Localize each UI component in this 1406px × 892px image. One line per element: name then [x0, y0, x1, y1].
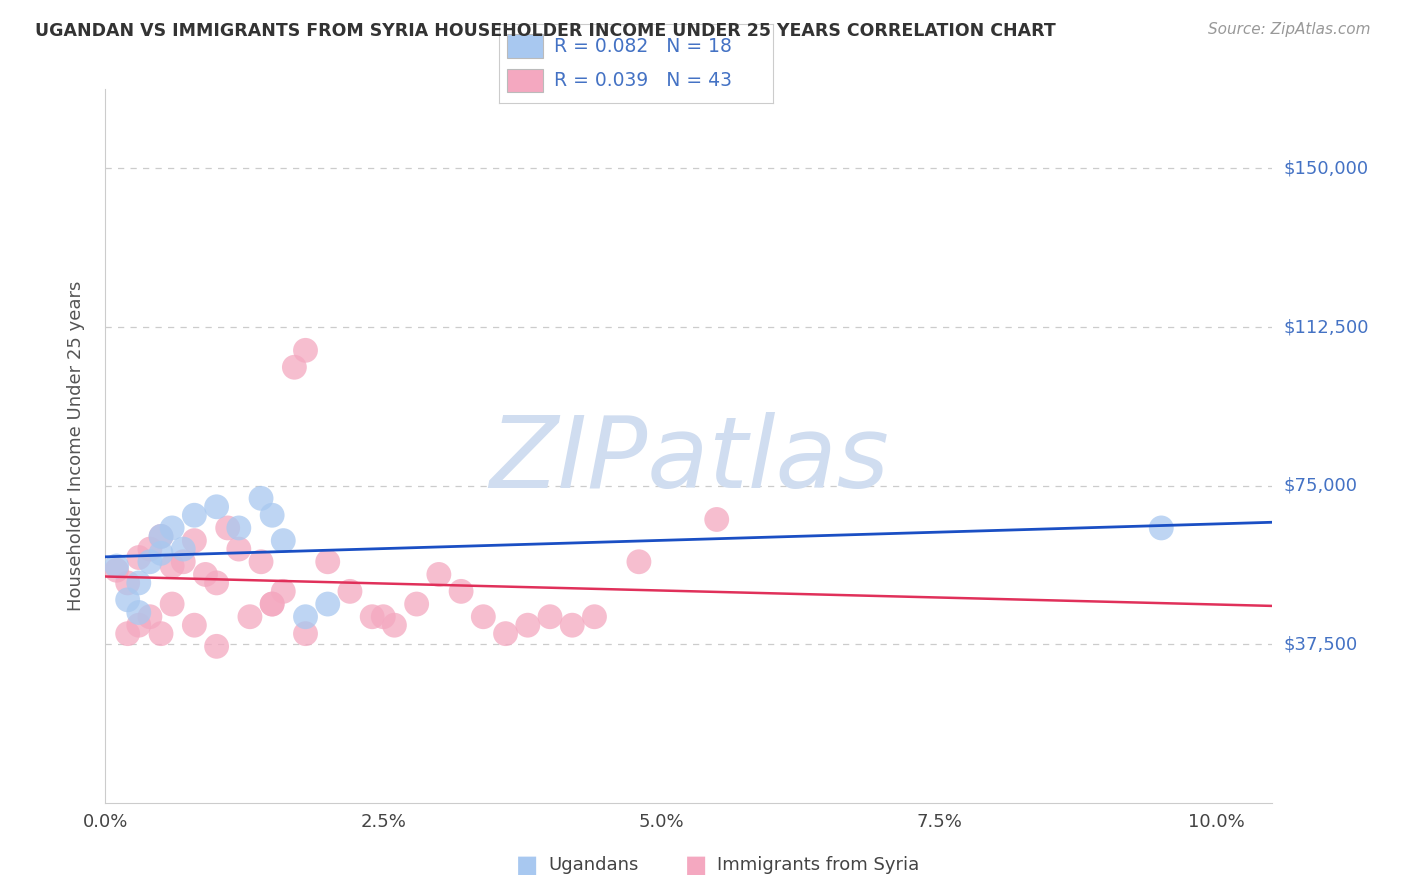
FancyBboxPatch shape	[508, 34, 543, 58]
Point	[706, 512, 728, 526]
Point	[294, 626, 316, 640]
Point	[128, 575, 150, 590]
Point	[373, 609, 395, 624]
Point	[205, 640, 228, 654]
Point	[271, 533, 294, 548]
Text: $75,000: $75,000	[1284, 476, 1358, 495]
Text: Source: ZipAtlas.com: Source: ZipAtlas.com	[1208, 22, 1371, 37]
Point	[172, 555, 194, 569]
Point	[495, 626, 517, 640]
Text: ■: ■	[685, 854, 707, 877]
Point	[472, 609, 495, 624]
Point	[271, 584, 294, 599]
Point	[450, 584, 472, 599]
Point	[150, 529, 173, 543]
Point	[262, 597, 284, 611]
Point	[262, 508, 284, 523]
Point	[128, 606, 150, 620]
Point	[139, 555, 162, 569]
Point	[117, 575, 139, 590]
Point	[583, 609, 606, 624]
Text: Ugandans: Ugandans	[548, 856, 638, 874]
Point	[427, 567, 450, 582]
Point	[217, 521, 239, 535]
Point	[627, 555, 650, 569]
Point	[139, 609, 162, 624]
Point	[384, 618, 406, 632]
Point	[160, 597, 183, 611]
Point	[205, 575, 228, 590]
Point	[160, 559, 183, 574]
Text: Immigrants from Syria: Immigrants from Syria	[717, 856, 920, 874]
Point	[361, 609, 384, 624]
Point	[128, 618, 150, 632]
Point	[405, 597, 427, 611]
Text: $112,500: $112,500	[1284, 318, 1369, 336]
Point	[516, 618, 538, 632]
Point	[183, 508, 205, 523]
Point	[294, 609, 316, 624]
Point	[150, 529, 173, 543]
Point	[183, 618, 205, 632]
Point	[339, 584, 361, 599]
Point	[250, 491, 273, 506]
Point	[239, 609, 262, 624]
Point	[228, 521, 250, 535]
Point	[117, 626, 139, 640]
Point	[150, 546, 173, 560]
Point	[139, 542, 162, 557]
Text: ZIPatlas: ZIPatlas	[489, 412, 889, 508]
Text: R = 0.039   N = 43: R = 0.039 N = 43	[554, 71, 733, 90]
Point	[183, 533, 205, 548]
Point	[294, 343, 316, 358]
Point	[105, 559, 128, 574]
Point	[316, 555, 339, 569]
Point	[128, 550, 150, 565]
Point	[160, 521, 183, 535]
Text: R = 0.082   N = 18: R = 0.082 N = 18	[554, 37, 733, 55]
FancyBboxPatch shape	[508, 69, 543, 93]
Point	[1150, 521, 1173, 535]
Point	[150, 626, 173, 640]
Point	[538, 609, 561, 624]
Point	[194, 567, 217, 582]
Point	[316, 597, 339, 611]
Point	[250, 555, 273, 569]
Point	[172, 542, 194, 557]
Text: $37,500: $37,500	[1284, 635, 1358, 653]
Text: $150,000: $150,000	[1284, 160, 1368, 178]
Y-axis label: Householder Income Under 25 years: Householder Income Under 25 years	[66, 281, 84, 611]
Text: ■: ■	[516, 854, 538, 877]
Point	[262, 597, 284, 611]
Point	[205, 500, 228, 514]
Point	[117, 592, 139, 607]
Point	[105, 563, 128, 577]
Point	[283, 360, 305, 375]
Point	[228, 542, 250, 557]
Point	[561, 618, 583, 632]
Text: UGANDAN VS IMMIGRANTS FROM SYRIA HOUSEHOLDER INCOME UNDER 25 YEARS CORRELATION C: UGANDAN VS IMMIGRANTS FROM SYRIA HOUSEHO…	[35, 22, 1056, 40]
